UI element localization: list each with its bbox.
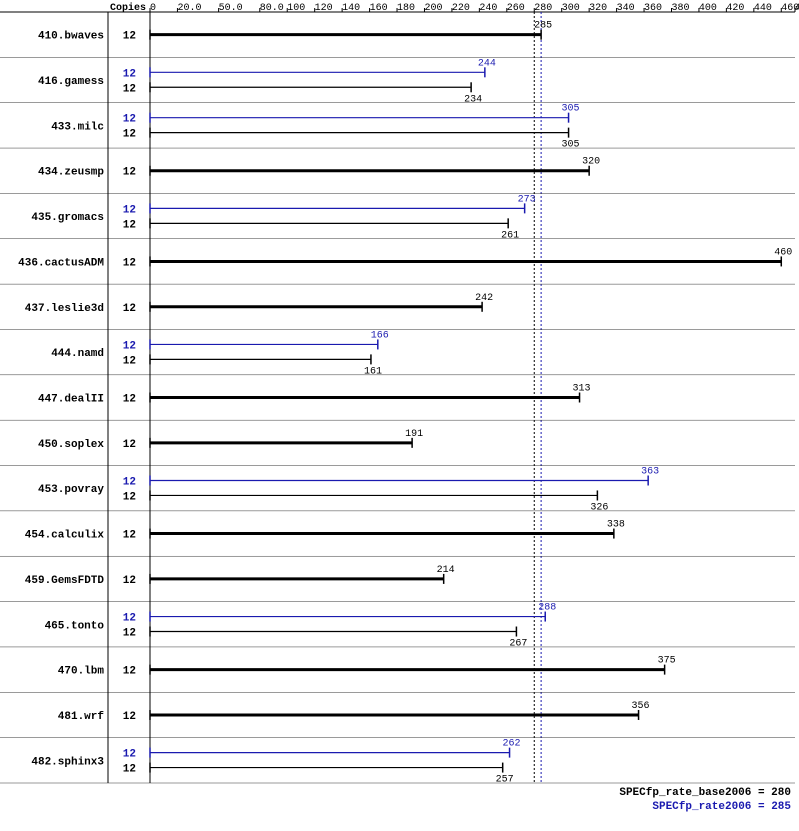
copies-base: 12 — [123, 31, 136, 43]
bar-value-label: 375 — [658, 656, 676, 667]
benchmark-name: 416.gamess — [38, 76, 104, 88]
x-tick-label: 0 — [150, 3, 156, 14]
copies-base: 12 — [123, 257, 136, 269]
bar-value-label: 338 — [607, 520, 625, 531]
bar-value-label: 267 — [509, 639, 527, 650]
bar-value-label: 161 — [364, 366, 382, 377]
x-tick-label: 240 — [479, 3, 497, 14]
copies-base: 12 — [123, 129, 136, 141]
benchmark-name: 435.gromacs — [31, 212, 104, 224]
bar-value-label: 460 — [774, 247, 792, 258]
bar-value-label: 363 — [641, 466, 659, 477]
bar-value-label: 313 — [573, 384, 591, 395]
benchmark-name: 437.leslie3d — [25, 303, 104, 315]
x-tick-label: 380 — [671, 3, 689, 14]
x-tick-label: 280 — [534, 3, 552, 14]
bar-value-label: 285 — [534, 21, 552, 32]
copies-base: 12 — [123, 628, 136, 640]
copies-base: 12 — [123, 764, 136, 776]
benchmark-name: 447.dealII — [38, 394, 104, 406]
bar-value-label: 273 — [518, 194, 536, 205]
copies-peak: 12 — [123, 613, 136, 625]
bar-value-label: 214 — [437, 565, 455, 576]
copies-peak: 12 — [123, 749, 136, 761]
benchmark-name: 433.milc — [51, 121, 104, 133]
copies-base: 12 — [123, 303, 136, 315]
x-tick-label: 80.0 — [260, 3, 284, 14]
x-tick-label: 160 — [370, 3, 388, 14]
benchmark-name: 436.cactusADM — [18, 257, 104, 269]
bar-value-label: 257 — [496, 775, 514, 786]
benchmark-name: 450.soplex — [38, 439, 104, 451]
copies-base: 12 — [123, 711, 136, 723]
x-tick-label: 220 — [452, 3, 470, 14]
benchmark-name: 482.sphinx3 — [31, 756, 104, 768]
bar-value-label: 356 — [632, 701, 650, 712]
bar-value-label: 305 — [562, 104, 580, 115]
benchmark-name: 465.tonto — [45, 620, 105, 632]
bar-value-label: 244 — [478, 58, 496, 69]
benchmark-name: 444.namd — [51, 348, 104, 360]
x-tick-label: 120 — [315, 3, 333, 14]
benchmark-name: 410.bwaves — [38, 31, 104, 43]
spec-benchmark-chart: Copies020.050.080.0100120140160180200220… — [0, 0, 799, 831]
x-tick-label: 20.0 — [177, 3, 201, 14]
chart-background — [0, 0, 799, 831]
bar-value-label: 305 — [562, 140, 580, 151]
x-tick-label: 180 — [397, 3, 415, 14]
x-tick-label: 320 — [589, 3, 607, 14]
x-tick-label: 260 — [507, 3, 525, 14]
copies-peak: 12 — [123, 114, 136, 126]
bar-value-label: 166 — [371, 330, 389, 341]
copies-base: 12 — [123, 666, 136, 678]
copies-peak: 12 — [123, 340, 136, 352]
benchmark-name: 481.wrf — [58, 711, 105, 723]
x-tick-label: 470 — [795, 3, 799, 14]
x-tick-label: 100 — [287, 3, 305, 14]
x-tick-label: 50.0 — [219, 3, 243, 14]
copies-base: 12 — [123, 219, 136, 231]
copies-base: 12 — [123, 439, 136, 451]
x-tick-label: 420 — [726, 3, 744, 14]
reference-label: SPECfp_rate_base2006 = 280 — [619, 787, 791, 799]
bar-value-label: 288 — [538, 603, 556, 614]
copies-base: 12 — [123, 394, 136, 406]
copies-base: 12 — [123, 83, 136, 95]
bar-value-label: 262 — [503, 739, 521, 750]
copies-base: 12 — [123, 575, 136, 587]
x-tick-label: 360 — [644, 3, 662, 14]
bar-value-label: 234 — [464, 94, 482, 105]
x-tick-label: 400 — [699, 3, 717, 14]
benchmark-name: 459.GemsFDTD — [25, 575, 105, 587]
copies-base: 12 — [123, 355, 136, 367]
x-tick-label: 200 — [424, 3, 442, 14]
copies-base: 12 — [123, 491, 136, 503]
reference-label: SPECfp_rate2006 = 285 — [652, 801, 791, 813]
bar-value-label: 191 — [405, 429, 423, 440]
benchmark-name: 454.calculix — [25, 530, 105, 542]
copies-peak: 12 — [123, 476, 136, 488]
bar-value-label: 242 — [475, 293, 493, 304]
benchmark-name: 470.lbm — [58, 666, 105, 678]
benchmark-name: 434.zeusmp — [38, 167, 104, 179]
x-tick-label: 440 — [754, 3, 772, 14]
copies-base: 12 — [123, 530, 136, 542]
bar-value-label: 326 — [590, 502, 608, 513]
copies-base: 12 — [123, 167, 136, 179]
copies-peak: 12 — [123, 204, 136, 216]
copies-peak: 12 — [123, 68, 136, 80]
x-tick-label: 140 — [342, 3, 360, 14]
x-tick-label: 340 — [617, 3, 635, 14]
bar-value-label: 261 — [501, 230, 519, 241]
benchmark-name: 453.povray — [38, 484, 104, 496]
bar-value-label: 320 — [582, 157, 600, 168]
x-tick-label: 300 — [562, 3, 580, 14]
